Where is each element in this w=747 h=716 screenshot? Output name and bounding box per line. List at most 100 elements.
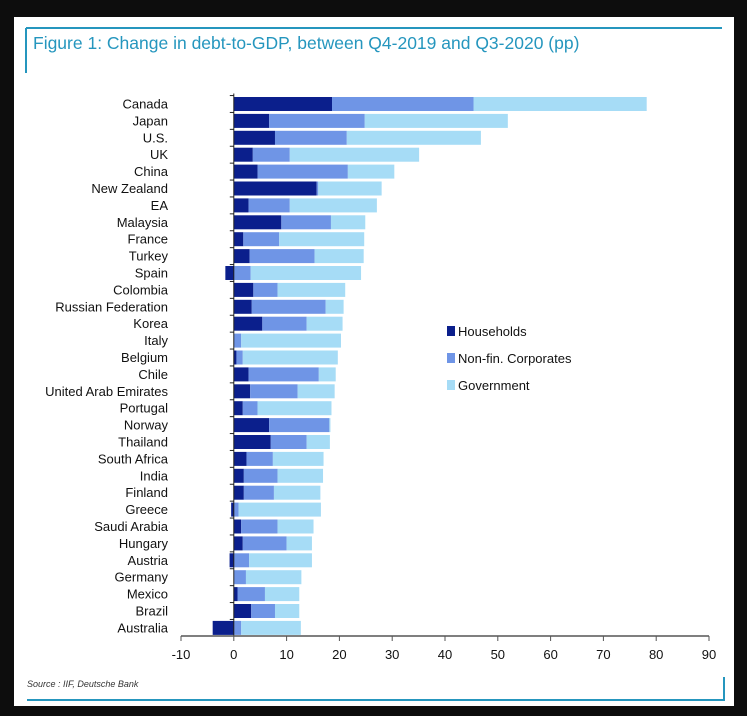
category-label: UK	[150, 147, 168, 162]
category-label: Greece	[125, 502, 168, 517]
category-label: Russian Federation	[55, 299, 168, 314]
bar-government	[318, 367, 336, 382]
bar-non-fin-corporates	[257, 164, 348, 179]
bar-government	[279, 232, 365, 247]
legend-swatch	[447, 353, 455, 363]
bar-non-fin-corporates	[253, 282, 278, 297]
bar-non-fin-corporates	[316, 181, 319, 196]
bar-government	[274, 604, 300, 618]
category-label: Brazil	[135, 604, 168, 619]
bar-non-fin-corporates	[243, 485, 274, 500]
category-label: Chile	[138, 367, 168, 382]
bar-households	[233, 485, 244, 500]
bar-non-fin-corporates	[233, 553, 250, 568]
category-label: United Arab Emirates	[45, 384, 168, 399]
bar-government	[277, 519, 314, 534]
bar-non-fin-corporates	[233, 502, 239, 517]
bar-households	[233, 113, 270, 128]
category-label: South Africa	[98, 451, 169, 466]
category-label: France	[128, 232, 168, 247]
bar-households	[233, 451, 247, 466]
bar-households	[229, 553, 234, 568]
bar-households	[233, 401, 243, 416]
bar-non-fin-corporates	[242, 401, 258, 416]
bar-government	[264, 587, 300, 602]
x-tick-label: 10	[279, 647, 293, 662]
category-label: Korea	[133, 316, 168, 331]
category-label: Austria	[128, 553, 169, 568]
x-tick-label: 90	[702, 647, 716, 662]
x-tick-label: 0	[230, 647, 237, 662]
x-tick-label: 80	[649, 647, 663, 662]
bar-households	[231, 502, 234, 517]
bar-government	[241, 620, 301, 635]
category-label: Turkey	[129, 249, 169, 264]
bar-households	[233, 130, 275, 145]
bar-households	[233, 587, 238, 602]
category-label: Australia	[117, 620, 168, 635]
bar-government	[330, 215, 366, 230]
bar-non-fin-corporates	[269, 113, 365, 128]
bar-government	[473, 97, 647, 111]
bar-government	[325, 299, 344, 314]
category-label: Germany	[115, 570, 169, 585]
bar-non-fin-corporates	[243, 232, 280, 247]
bar-non-fin-corporates	[281, 215, 331, 230]
bar-non-fin-corporates	[250, 384, 298, 399]
bar-households	[233, 164, 258, 179]
bar-households	[233, 418, 270, 433]
category-label: Malaysia	[117, 215, 169, 230]
bar-government	[257, 401, 332, 416]
category-label: Italy	[144, 333, 168, 348]
bar-government	[286, 536, 312, 551]
x-tick-label: 20	[332, 647, 346, 662]
x-tick-label: 30	[385, 647, 399, 662]
category-label: U.S.	[143, 130, 168, 145]
bar-households	[233, 519, 242, 534]
bar-households	[233, 384, 251, 399]
bar-government	[347, 164, 395, 179]
category-label: Portugal	[120, 401, 169, 416]
bar-non-fin-corporates	[262, 316, 307, 331]
bar-government	[306, 316, 343, 331]
bar-households	[233, 299, 252, 314]
bar-households	[212, 620, 234, 635]
bar-households	[225, 266, 234, 280]
legend-label: Households	[458, 324, 527, 339]
bar-households	[233, 604, 252, 618]
bar-government	[306, 435, 330, 449]
bar-households	[233, 536, 243, 551]
bar-households	[233, 97, 333, 111]
category-label: Belgium	[121, 350, 168, 365]
bar-non-fin-corporates	[251, 604, 275, 618]
bar-households	[233, 181, 317, 196]
category-label: EA	[151, 198, 169, 213]
bar-households	[233, 350, 237, 365]
bar-government	[364, 113, 508, 128]
chart-title: Figure 1: Change in debt-to-GDP, between…	[33, 33, 579, 53]
category-label: China	[134, 164, 169, 179]
category-label: Hungary	[119, 536, 169, 551]
bar-government	[245, 570, 302, 585]
bar-non-fin-corporates	[237, 587, 265, 602]
bar-government	[289, 147, 420, 162]
legend-swatch	[447, 326, 455, 336]
bar-government	[277, 282, 346, 297]
bar-non-fin-corporates	[233, 333, 242, 348]
category-label: Colombia	[113, 282, 169, 297]
bar-non-fin-corporates	[251, 299, 326, 314]
bar-non-fin-corporates	[274, 130, 347, 145]
category-label: Canada	[122, 97, 168, 112]
bar-non-fin-corporates	[233, 266, 251, 280]
legend-label: Non-fin. Corporates	[458, 351, 572, 366]
bar-government	[329, 418, 331, 433]
bar-government	[250, 266, 362, 280]
bar-non-fin-corporates	[233, 570, 246, 585]
bar-households	[233, 435, 271, 449]
bar-government	[241, 333, 341, 348]
bar-government	[289, 198, 377, 213]
bar-government	[242, 350, 338, 365]
bar-households	[233, 249, 250, 264]
bar-government	[277, 468, 324, 483]
bar-households	[233, 367, 249, 382]
